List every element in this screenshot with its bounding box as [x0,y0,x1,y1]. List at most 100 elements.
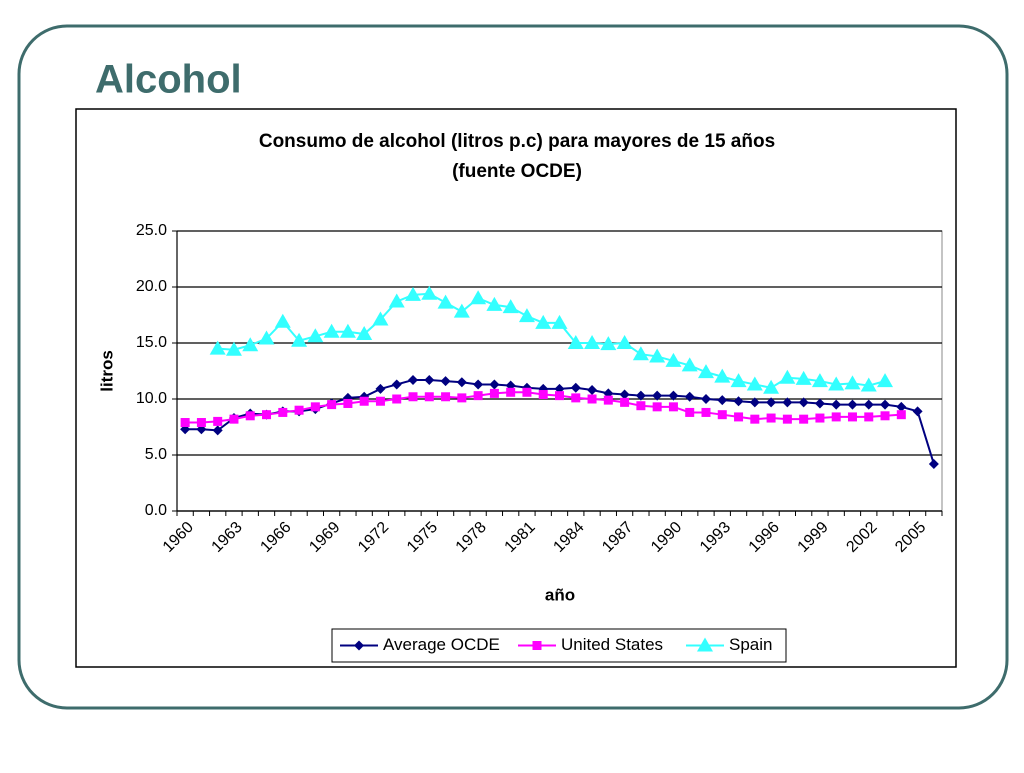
marker [584,335,601,349]
marker [535,314,552,329]
marker [291,332,308,347]
marker [391,379,402,390]
marker [684,391,695,402]
marker [180,418,190,428]
marker [570,382,581,393]
marker [795,370,812,385]
marker [258,330,275,345]
marker [763,379,780,394]
marker [860,377,877,392]
marker [343,398,353,408]
marker [877,373,894,388]
marker [896,401,907,412]
marker [652,390,663,401]
marker [750,414,760,424]
legend-marker [354,640,364,651]
marker [242,337,259,352]
marker [262,410,272,420]
chart-subtitle: (fuente OCDE) [452,161,582,182]
marker [392,394,402,404]
marker [649,348,666,363]
marker [441,392,451,402]
marker [405,286,422,301]
marker [538,390,548,400]
marker [375,396,385,406]
marker [697,364,714,379]
marker [457,393,467,403]
marker [700,394,711,404]
marker [880,411,890,421]
marker [470,290,487,305]
marker [828,376,845,391]
marker [782,414,792,424]
marker [668,402,678,412]
slide-title: Alcohol [95,58,242,102]
marker [437,294,454,309]
marker [896,410,906,420]
chart-title: Consumo de alcohol (litros p.c) para may… [259,131,775,152]
marker [587,385,598,396]
marker [616,335,633,349]
marker [555,391,564,401]
marker [225,341,242,356]
marker [847,399,858,410]
marker [749,397,760,408]
marker [831,412,841,422]
marker [375,383,386,394]
marker [799,414,809,424]
marker [424,374,435,385]
marker [408,374,419,385]
x-axis-label: año [545,585,575,604]
marker [701,407,711,417]
y-tick-label: 20.0 [136,278,167,295]
legend-label: Average OCDE [383,635,500,654]
marker [779,369,796,384]
marker [229,414,239,424]
legend-label: United States [561,635,663,654]
marker [473,379,484,390]
marker [502,299,519,314]
marker [717,395,728,406]
marker [307,328,324,343]
marker [600,336,617,351]
marker [620,397,630,407]
marker [864,412,874,422]
marker [339,323,356,338]
marker [473,391,483,401]
marker [635,390,646,401]
marker [372,311,389,326]
marker [274,313,291,328]
marker [213,416,223,426]
marker [408,392,418,402]
plot-area [176,230,943,512]
marker [421,285,438,300]
marker [453,303,470,318]
y-tick-label: 10.0 [136,390,167,407]
marker [440,376,451,387]
marker [489,379,500,390]
marker [388,293,405,308]
marker [863,399,874,410]
marker [486,296,503,311]
marker [668,390,679,401]
marker [310,402,320,412]
marker [733,396,744,407]
marker [356,326,373,341]
marker [567,335,584,349]
marker [681,357,698,372]
marker [212,425,223,436]
y-tick-label: 0.0 [145,502,167,519]
marker [717,410,727,420]
marker [489,388,499,398]
marker [456,377,467,388]
marker [831,399,842,410]
marker [766,397,777,408]
marker [652,402,662,412]
marker [636,401,646,411]
marker [746,376,763,391]
marker [815,413,825,423]
marker [844,375,861,390]
y-tick-label: 5.0 [145,446,167,463]
